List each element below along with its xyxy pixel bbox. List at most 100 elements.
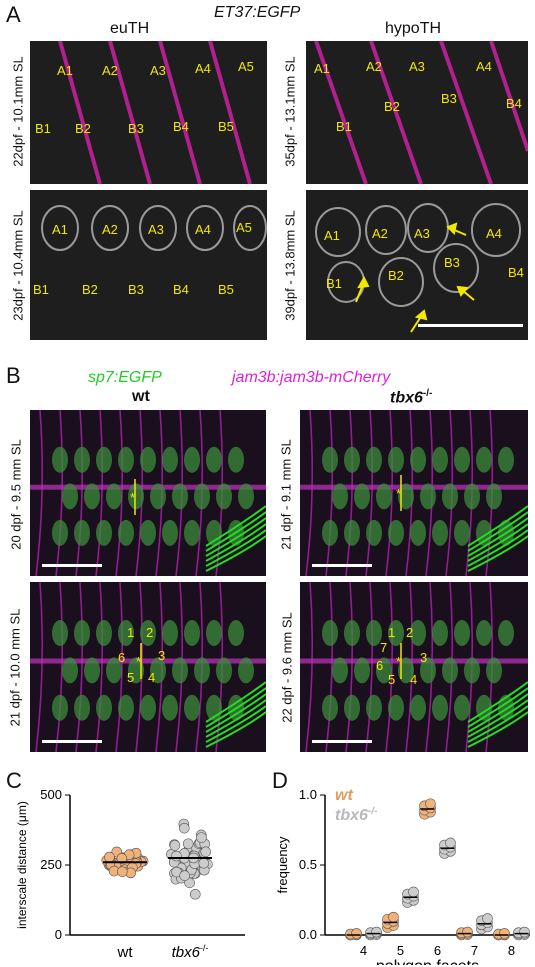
x-category-label: tbx6-/- (172, 943, 209, 961)
y-tick-label: 500 (40, 787, 62, 802)
data-point (371, 926, 382, 938)
scale-label-a4: A4 (476, 59, 492, 74)
x-tick-label: 4 (360, 943, 367, 958)
scale-label-b5: B5 (218, 282, 234, 297)
scale-label-a4: A4 (486, 226, 502, 241)
scale-label-a2: A2 (372, 226, 388, 241)
scale-label-a3: A3 (150, 63, 166, 78)
neighbor-number-2: 2 (146, 625, 153, 640)
y-tick-label: 0 (55, 927, 62, 942)
center-scale-star: * (396, 654, 401, 669)
neighbor-number-4: 4 (410, 672, 417, 687)
scale-label-a1: A1 (314, 61, 330, 76)
x-tick-label: 8 (508, 943, 515, 958)
tbx6-label: tbx6 (390, 389, 423, 407)
row-label-b2: 21 dpf - 9.1 mm SL (278, 439, 294, 550)
scale-label-b4: B4 (173, 119, 189, 134)
panel-a-col-euth: euTH (110, 20, 150, 37)
neighbor-number-1: 1 (127, 625, 134, 640)
data-point (200, 846, 212, 858)
x-tick-label: 7 (471, 943, 478, 958)
row-label-a1: 22dpf - 10.1mm SL (10, 56, 26, 167)
scale-label-a1: A1 (52, 222, 68, 237)
data-point (425, 798, 436, 810)
chart-d: 0.0 0.5 1.0 frequency 4 5 6 7 8 polygon facets wt t… (275, 787, 530, 965)
scale-label-b2: B2 (384, 99, 400, 114)
panel-d-letter: D (272, 768, 288, 793)
scale-label-b3: B3 (128, 121, 144, 136)
data-point (351, 928, 362, 939)
data-point (388, 911, 399, 923)
legend-entry: tbx6-/- (335, 806, 378, 824)
scale-label-a1: A1 (57, 63, 73, 78)
data-point (499, 928, 510, 939)
scale-label-b2: B2 (82, 282, 98, 297)
data-point (189, 888, 201, 900)
scale-label-a3: A3 (414, 226, 430, 241)
scale-label-a4: A4 (195, 222, 211, 237)
scale-label-b3: B3 (128, 282, 144, 297)
center-scale-star: * (396, 486, 401, 501)
image-b-tbx6-top: * (300, 410, 528, 576)
y-tick-label: 0.5 (299, 857, 317, 872)
data-point (104, 851, 115, 863)
image-b-wt-bottom: * 1 2 3 4 5 6 (30, 582, 266, 752)
row-label-b1: 20 dpf - 9.5 mm SL (8, 439, 24, 550)
data-point (179, 870, 190, 881)
data-point (171, 850, 182, 862)
y-tick-label: 1.0 (299, 787, 317, 802)
scale-label-b2: B2 (388, 268, 404, 283)
data-point (182, 838, 194, 850)
neighbor-number-2: 2 (406, 625, 413, 640)
row-label-a2: 35dpf - 13.1mm SL (282, 56, 298, 167)
neighbor-number-4: 4 (148, 670, 155, 685)
scale-label-b3: B3 (444, 255, 460, 270)
tbx6-sup: -/- (422, 388, 433, 399)
data-point (116, 853, 128, 864)
x-axis-label: polygon facets (376, 958, 479, 965)
panel-b-title-magenta: jam3b:jam3b-mCherry (232, 369, 391, 386)
neighbor-number-6: 6 (118, 650, 125, 665)
scale-label-a4: A4 (195, 61, 211, 76)
scale-label-b4: B4 (508, 265, 524, 280)
panel-c-letter: C (6, 768, 22, 793)
data-point (198, 858, 210, 869)
scale-label-a3: A3 (409, 59, 425, 74)
scale-label-a1: A1 (324, 228, 340, 243)
panel-b-col-tbx6: tbx6-/- (390, 388, 432, 407)
y-axis-label: frequency (275, 836, 290, 894)
neighbor-number-6: 6 (376, 658, 383, 673)
scale-label-b1: B1 (326, 276, 342, 291)
data-point (519, 926, 530, 938)
data-point (462, 926, 473, 938)
scale-label-a3: A3 (148, 222, 164, 237)
scale-label-a2: A2 (102, 63, 118, 78)
y-axis-label: interscale distance (μm) (15, 801, 29, 929)
scale-label-a5: A5 (238, 59, 254, 74)
data-point (179, 822, 190, 834)
image-b-tbx6-bottom: * 1 2 3 4 5 6 7 (300, 582, 528, 752)
row-label-b4: 22 dpf - 9.6 mm SL (279, 612, 295, 723)
scale-label-a2: A2 (366, 59, 382, 74)
data-point (196, 832, 207, 843)
data-point (169, 840, 181, 851)
image-a-hypoth-bottom (306, 190, 528, 340)
panel-a-letter: A (6, 2, 21, 27)
row-label-a3: 23dpf - 10.4mm SL (10, 210, 26, 321)
scale-label-b4: B4 (173, 282, 189, 297)
scale-label-b1: B1 (35, 121, 51, 136)
y-tick-label: 0.0 (299, 927, 317, 942)
neighbor-number-1: 1 (388, 625, 395, 640)
image-a-hypoth-top (306, 41, 528, 184)
data-point (482, 913, 493, 924)
row-label-a4: 39dpf - 13.8mm SL (282, 210, 298, 321)
neighbor-number-5: 5 (127, 670, 134, 685)
neighbor-number-3: 3 (158, 648, 165, 663)
x-tick-label: 6 (434, 943, 441, 958)
image-b-wt-top: * (30, 410, 266, 576)
legend-entry: wt (335, 787, 353, 804)
center-scale-star: * (130, 490, 135, 505)
center-scale-star: * (136, 654, 141, 669)
scale-label-b3: B3 (441, 91, 457, 106)
scale-label-a2: A2 (102, 222, 118, 237)
